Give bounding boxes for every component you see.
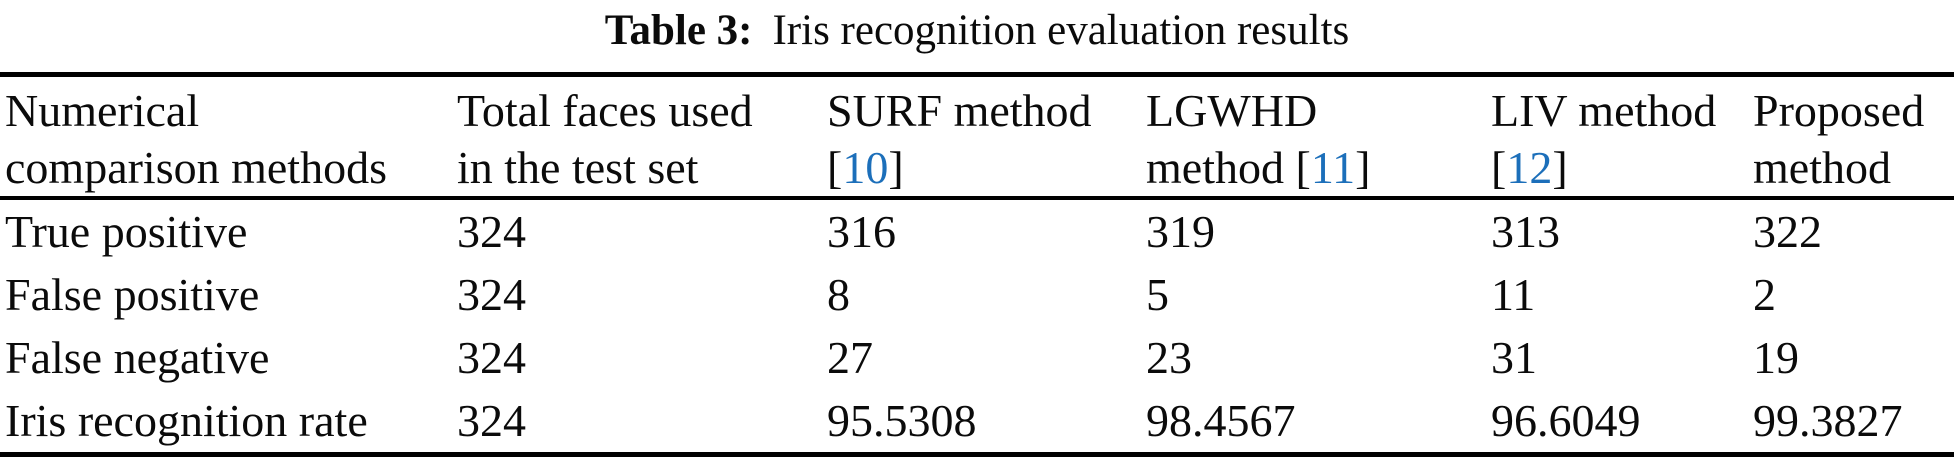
header-line: LGWHD (1146, 85, 1318, 136)
table-row-iris-recognition-rate: Iris recognition rate 324 95.5308 98.456… (0, 389, 1954, 455)
cell: 313 (1491, 206, 1560, 257)
column-header-liv-method: LIV method [12] (1486, 75, 1748, 199)
column-header-proposed-method: Proposed method (1748, 75, 1954, 199)
citation-bracket: [ (1491, 142, 1507, 193)
citation-bracket: [ (1295, 142, 1311, 193)
citation-link-11[interactable]: 11 (1310, 142, 1356, 193)
row-label: True positive (5, 206, 248, 257)
citation-link-12[interactable]: 12 (1506, 142, 1553, 193)
cell: 2 (1753, 269, 1776, 320)
cell: 324 (457, 332, 526, 383)
cell: 98.4567 (1146, 395, 1296, 446)
column-header-surf-method: SURF method [10] (822, 75, 1141, 199)
row-label: False negative (5, 332, 270, 383)
header-line: SURF method (827, 85, 1092, 136)
header-line: [12] (1491, 139, 1748, 196)
cell: 27 (827, 332, 873, 383)
table-caption-label: Table 3: (604, 7, 753, 54)
column-header-numerical-comparison-methods: Numerical comparison methods (0, 75, 452, 199)
header-line: LIV method (1491, 85, 1717, 136)
table-caption: Table 3: Iris recognition evaluation resu… (0, 0, 1954, 66)
cell: 324 (457, 269, 526, 320)
row-label: Iris recognition rate (5, 395, 368, 446)
cell: 324 (457, 395, 526, 446)
row-label: False positive (5, 269, 260, 320)
header-line-prefix: method (1146, 142, 1296, 193)
header-row: Numerical comparison methods Total faces… (0, 75, 1954, 199)
cell: 23 (1146, 332, 1192, 383)
table-body: True positive 324 316 319 313 322 False … (0, 198, 1954, 455)
cell: 319 (1146, 206, 1215, 257)
cell: 95.5308 (827, 395, 977, 446)
cell: 316 (827, 206, 896, 257)
cell: 11 (1491, 269, 1536, 320)
table-caption-text: Iris recognition evaluation results (772, 7, 1350, 54)
cell: 96.6049 (1491, 395, 1641, 446)
table-header: Numerical comparison methods Total faces… (0, 75, 1954, 199)
table-row-true-positive: True positive 324 316 319 313 322 (0, 198, 1954, 263)
cell: 99.3827 (1753, 395, 1903, 446)
cell: 324 (457, 206, 526, 257)
table-row-false-positive: False positive 324 8 5 11 2 (0, 263, 1954, 326)
header-line: method (1753, 142, 1891, 193)
table-row-false-negative: False negative 324 27 23 31 19 (0, 326, 1954, 389)
results-table: Numerical comparison methods Total faces… (0, 72, 1954, 457)
header-line: comparison methods (5, 142, 387, 193)
cell: 322 (1753, 206, 1822, 257)
cell: 8 (827, 269, 850, 320)
header-line: Numerical (5, 85, 200, 136)
cell: 31 (1491, 332, 1537, 383)
header-line: in the test set (457, 142, 699, 193)
header-line: [10] (827, 139, 1141, 196)
citation-link-10[interactable]: 10 (842, 142, 889, 193)
citation-bracket: ] (1355, 142, 1371, 193)
citation-bracket: ] (888, 142, 904, 193)
header-line: Total faces used (457, 85, 753, 136)
citation-bracket: ] (1552, 142, 1568, 193)
column-header-lgwhd-method: LGWHD method [11] (1141, 75, 1486, 199)
cell: 19 (1753, 332, 1799, 383)
header-line: Proposed (1753, 85, 1925, 136)
column-header-total-faces: Total faces used in the test set (452, 75, 822, 199)
header-line: method [11] (1146, 139, 1486, 196)
citation-bracket: [ (827, 142, 843, 193)
cell: 5 (1146, 269, 1169, 320)
